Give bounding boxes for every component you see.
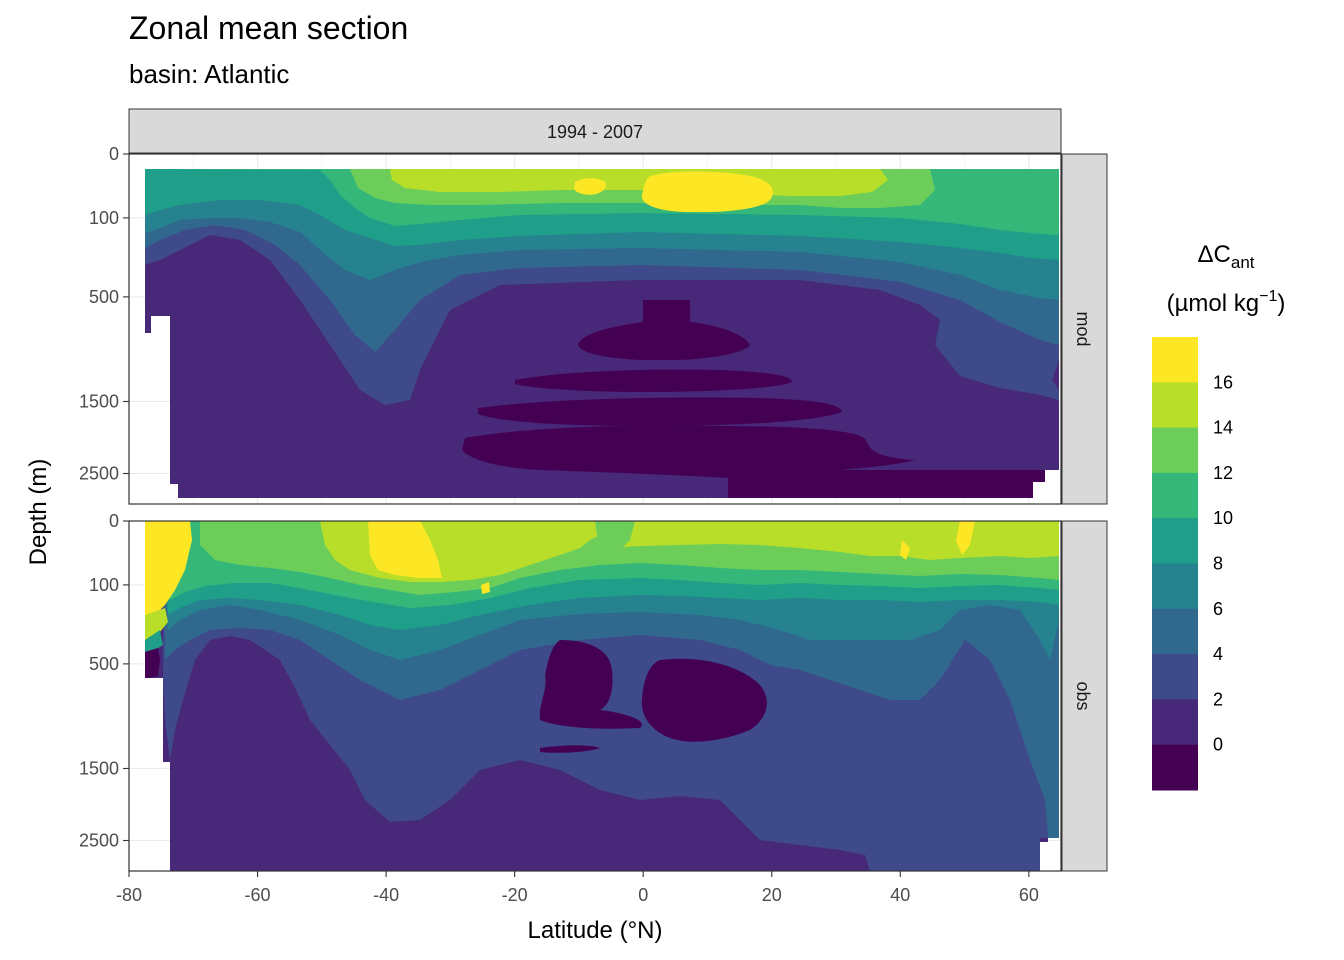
legend-title-line2: (µmol kg−1): [1167, 288, 1286, 317]
legend-label: 16: [1213, 372, 1233, 392]
facet-strip-mod: [1061, 153, 1108, 505]
x-axis-title: Latitude (°N): [528, 917, 663, 944]
y-axis-obs: 0 100 500 1500 2500: [79, 511, 129, 851]
legend-key: [1152, 518, 1198, 564]
y-tick-label: 100: [89, 575, 119, 595]
legend-key: [1152, 382, 1198, 429]
contour-fill-mod: [574, 178, 606, 195]
legend-title-main: ΔC: [1197, 241, 1230, 268]
legend-key: [1152, 699, 1198, 746]
contour-fill-obs: [145, 521, 192, 615]
x-tick-label: 60: [1019, 885, 1039, 905]
x-tick-label: -60: [245, 885, 271, 905]
facet-strip-obs: [1061, 520, 1108, 872]
legend-key: [1152, 608, 1198, 655]
legend-label: 4: [1213, 644, 1223, 664]
y-tick-label: 2500: [79, 831, 119, 851]
y-tick-label: 0: [109, 511, 119, 531]
facet-strip-top: [128, 108, 1062, 154]
contour-fill-mod: [1033, 470, 1061, 504]
contour-fill-mod: [478, 397, 842, 426]
legend-title-units: (µmol kg: [1167, 290, 1260, 317]
contour-fill-obs: [539, 640, 642, 729]
contour-fill-obs: [956, 521, 975, 555]
contour-fill-obs: [145, 630, 163, 652]
contour-fill-mod: [515, 369, 792, 392]
panel-mod-border: [128, 153, 1062, 505]
panel-mod-contours: [145, 169, 1061, 504]
y-tick-label: 1500: [79, 391, 119, 411]
contour-fill-obs: [540, 745, 600, 753]
legend-key: [1152, 337, 1198, 383]
contour-fill-obs: [900, 540, 910, 560]
legend-label: 12: [1213, 463, 1233, 483]
contour-fill-obs: [481, 582, 490, 594]
legend-key: [1152, 472, 1198, 519]
y-tick-label: 500: [89, 287, 119, 307]
contour-fill-obs: [368, 521, 442, 578]
x-tick-label: 40: [890, 885, 910, 905]
x-axis: -80 -60 -40 -20 0 20 40 60: [116, 871, 1039, 905]
contour-fill-mod: [462, 425, 1045, 498]
contour-fill-obs: [595, 521, 635, 550]
facet-strip-top-label: 1994 - 2007: [547, 122, 643, 142]
y-tick-label: 0: [109, 144, 119, 164]
legend-title-units-close: ): [1277, 290, 1285, 317]
facet-strip-obs-label: obs: [1073, 681, 1093, 710]
contour-fill-mod: [641, 171, 774, 213]
contour-fill-obs: [145, 648, 160, 678]
legend-label: 10: [1213, 508, 1233, 528]
y-tick-label: 1500: [79, 758, 119, 778]
legend-key: [1152, 563, 1198, 610]
legend-key: [1152, 744, 1198, 791]
legend-key: [1152, 654, 1198, 700]
y-tick-label: 500: [89, 654, 119, 674]
x-tick-label: 0: [638, 885, 648, 905]
contour-fill-obs: [1040, 842, 1061, 871]
legend-title-units-exp: −1: [1259, 288, 1277, 305]
x-tick-label: -20: [502, 885, 528, 905]
legend-keys: 16 14 12 10 8 6 4 2 0: [1152, 337, 1233, 791]
y-tick-label: 100: [89, 208, 119, 228]
contour-fill-mod: [578, 300, 750, 360]
facet-strip-mod-label: mod: [1073, 311, 1093, 346]
chart-subtitle: basin: Atlantic: [129, 59, 290, 89]
y-tick-label: 2500: [79, 464, 119, 484]
legend-title-line1: ΔCant: [1197, 241, 1254, 272]
legend: ΔCant (µmol kg−1) 16 14 12 10 8 6 4 2 0: [1152, 241, 1285, 791]
panel-obs-contours: [145, 521, 1061, 871]
legend-key: [1152, 427, 1198, 474]
x-tick-label: -40: [373, 885, 399, 905]
chart-title: Zonal mean section: [129, 10, 409, 46]
legend-label: 14: [1213, 418, 1233, 438]
legend-label: 2: [1213, 689, 1223, 709]
y-axis-mod: 0 100 500 1500 2500: [79, 144, 129, 484]
legend-label: 8: [1213, 554, 1223, 574]
x-tick-label: -80: [116, 885, 142, 905]
legend-label: 6: [1213, 599, 1223, 619]
contour-fill-obs: [320, 521, 1059, 582]
legend-label: 0: [1213, 735, 1223, 755]
legend-title-sub: ant: [1231, 253, 1255, 272]
panel-obs-border: [128, 520, 1062, 872]
x-tick-label: 20: [762, 885, 782, 905]
y-axis-title: Depth (m): [25, 459, 52, 566]
contour-fill-obs: [145, 608, 168, 640]
contour-fill-obs: [641, 658, 767, 742]
